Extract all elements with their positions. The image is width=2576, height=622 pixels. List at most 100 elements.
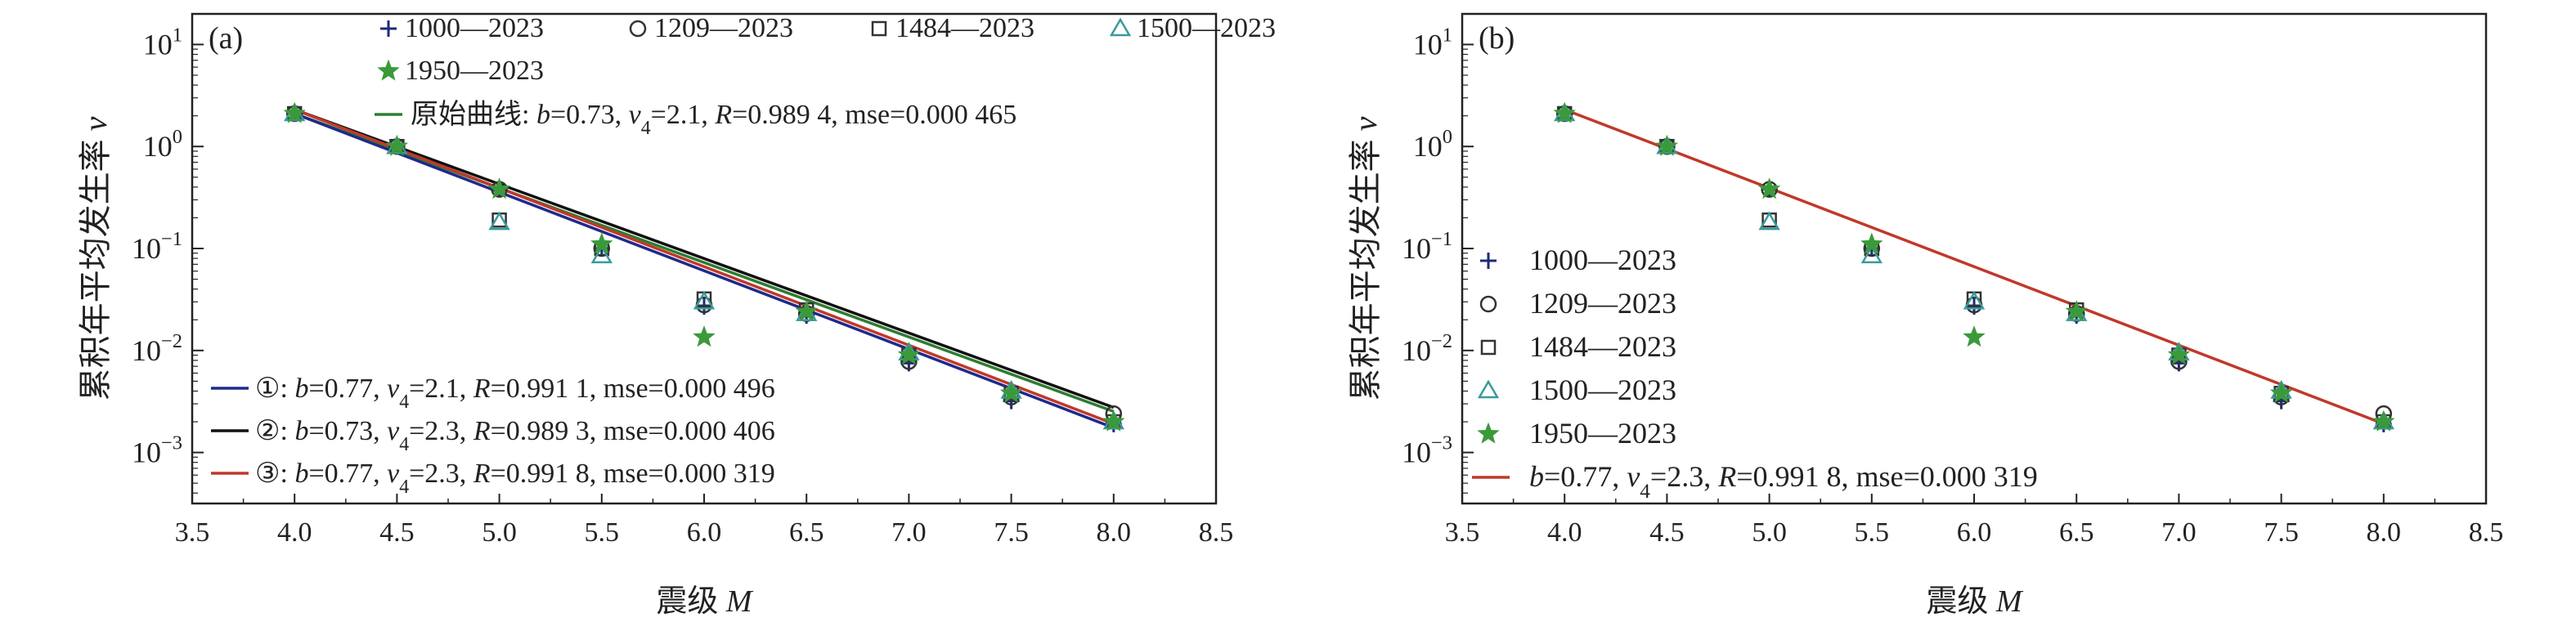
y-axis-label: 累积年平均发生率 v bbox=[77, 116, 114, 400]
data-point bbox=[897, 343, 921, 365]
y-tick-label: 10−2 bbox=[1402, 330, 1452, 367]
x-tick-label: 4.5 bbox=[379, 517, 415, 548]
x-tick-label: 4.5 bbox=[1649, 517, 1685, 548]
chart-panel-a: 3.5 4.0 4.5 5.0 5.5 6.0 6.5 7.0 7.5 8.0 8.5 101 100 1… bbox=[77, 12, 1276, 619]
x-tick-label: 4.0 bbox=[1547, 517, 1582, 548]
legend-label: 1950—2023 bbox=[405, 56, 544, 86]
y-tick-label: 10−1 bbox=[132, 228, 182, 265]
data-points bbox=[283, 101, 1125, 432]
data-point bbox=[2269, 381, 2293, 403]
data-point bbox=[488, 211, 510, 230]
legend-marker bbox=[871, 20, 887, 37]
y-tick-label: 100 bbox=[1413, 126, 1452, 163]
y-tick-label: 101 bbox=[1413, 24, 1452, 60]
y-tick-label: 10−3 bbox=[132, 432, 182, 469]
legend-label: ①: b=0.77, v4=2.1, R=0.991 1, mse=0.000 … bbox=[255, 374, 775, 413]
chart-panel-b: 3.5 4.0 4.5 5.0 5.5 6.0 6.5 7.0 7.5 8.0 8.5 101 100 1… bbox=[1347, 12, 2504, 619]
x-tick-label: 6.0 bbox=[1957, 517, 1992, 548]
data-point bbox=[999, 381, 1023, 403]
data-point bbox=[1860, 232, 1883, 254]
fit-lines bbox=[1564, 108, 2385, 426]
fit-line bbox=[294, 108, 1115, 426]
data-point bbox=[1758, 211, 1780, 230]
x-tick-label: 7.5 bbox=[994, 517, 1029, 548]
legend: 1000—2023 1209—2023 1484—2023 1500—2023 1950… bbox=[1472, 244, 2038, 503]
data-point bbox=[590, 244, 613, 264]
legend-label: 1484—2023 bbox=[895, 13, 1034, 43]
legend-marker bbox=[1477, 422, 1500, 444]
y-tick-label: 10−3 bbox=[1402, 432, 1452, 469]
data-point bbox=[590, 232, 613, 254]
data-point bbox=[795, 299, 818, 322]
legend-label: 1950—2023 bbox=[1529, 417, 1676, 450]
panel-label: (a) bbox=[209, 21, 243, 56]
x-tick-label: 5.5 bbox=[1855, 517, 1890, 548]
legend-label: ②: b=0.73, v4=2.3, R=0.989 3, mse=0.000 … bbox=[255, 416, 775, 455]
data-point bbox=[385, 134, 409, 156]
x-tick-label: 8.0 bbox=[2367, 517, 2402, 548]
legend-label: 1000—2023 bbox=[405, 13, 544, 43]
x-tick-label: 6.5 bbox=[2059, 517, 2094, 548]
x-tick-label: 8.0 bbox=[1097, 517, 1132, 548]
legend-label: 1500—2023 bbox=[1529, 374, 1676, 406]
x-tick-label: 5.5 bbox=[585, 517, 620, 548]
legend-marker bbox=[377, 59, 400, 81]
fit-line bbox=[1564, 108, 2385, 426]
x-axis-label: 震级 M bbox=[1926, 584, 2024, 619]
legend-label: 1484—2023 bbox=[1529, 330, 1676, 363]
legend-marker bbox=[1480, 253, 1497, 269]
data-point bbox=[2167, 343, 2191, 365]
legend-label: 1500—2023 bbox=[1137, 13, 1276, 43]
fit-line bbox=[294, 108, 1115, 409]
legend-label: 1209—2023 bbox=[654, 13, 793, 43]
legend-marker bbox=[1480, 339, 1497, 356]
x-tick-label: 7.0 bbox=[2161, 517, 2197, 548]
y-tick-label: 10−1 bbox=[1402, 228, 1452, 265]
data-point bbox=[1102, 409, 1125, 432]
legend-label: 1209—2023 bbox=[1529, 287, 1676, 320]
legend-label: 1000—2023 bbox=[1529, 244, 1676, 276]
y-tick-label: 100 bbox=[143, 126, 182, 163]
x-tick-label: 6.5 bbox=[789, 517, 824, 548]
legend-marker bbox=[1479, 295, 1497, 313]
x-tick-label: 3.5 bbox=[175, 517, 210, 548]
legend-marker bbox=[1109, 17, 1132, 37]
data-point bbox=[693, 325, 716, 347]
data-point bbox=[487, 177, 511, 199]
y-axis-label: 累积年平均发生率 v bbox=[1347, 116, 1384, 400]
data-point bbox=[2065, 299, 2088, 322]
x-tick-label: 6.0 bbox=[687, 517, 722, 548]
x-tick-label: 3.5 bbox=[1445, 517, 1480, 548]
panel-label: (b) bbox=[1479, 21, 1515, 56]
legend-label: 原始曲线: b=0.73, v4=2.1, R=0.989 4, mse=0.0… bbox=[411, 99, 1016, 139]
x-tick-label: 4.0 bbox=[277, 517, 312, 548]
fit-line bbox=[294, 112, 1115, 430]
x-tick-label: 5.0 bbox=[1752, 517, 1787, 548]
x-tick-label: 7.0 bbox=[891, 517, 927, 548]
data-points bbox=[1553, 101, 2395, 432]
data-point bbox=[1860, 244, 1883, 264]
legend: 1000—2023 1209—2023 1484—2023 1500—2023 1950… bbox=[211, 13, 1276, 498]
data-point bbox=[1655, 134, 1679, 156]
legend-label: ③: b=0.77, v4=2.3, R=0.991 8, mse=0.000 … bbox=[255, 459, 775, 498]
fit-line bbox=[294, 112, 1115, 414]
data-point bbox=[1757, 177, 1781, 199]
x-tick-label: 8.5 bbox=[1199, 517, 1234, 548]
x-tick-label: 5.0 bbox=[482, 517, 517, 548]
y-tick-label: 10−2 bbox=[132, 330, 182, 367]
data-point bbox=[1963, 290, 1986, 310]
fit-lines bbox=[294, 108, 1115, 430]
legend-marker bbox=[380, 20, 397, 37]
x-axis-label: 震级 M bbox=[656, 584, 754, 619]
data-point bbox=[693, 290, 716, 310]
data-point bbox=[1553, 101, 1576, 123]
y-tick-label: 101 bbox=[143, 24, 182, 60]
legend-marker bbox=[629, 20, 647, 38]
legend-marker bbox=[1477, 379, 1500, 399]
data-point bbox=[2372, 409, 2395, 432]
legend-label: b=0.77, v4=2.3, R=0.991 8, mse=0.000 319 bbox=[1529, 460, 2038, 503]
x-tick-label: 7.5 bbox=[2264, 517, 2299, 548]
x-tick-label: 8.5 bbox=[2469, 517, 2504, 548]
data-point bbox=[283, 101, 306, 123]
